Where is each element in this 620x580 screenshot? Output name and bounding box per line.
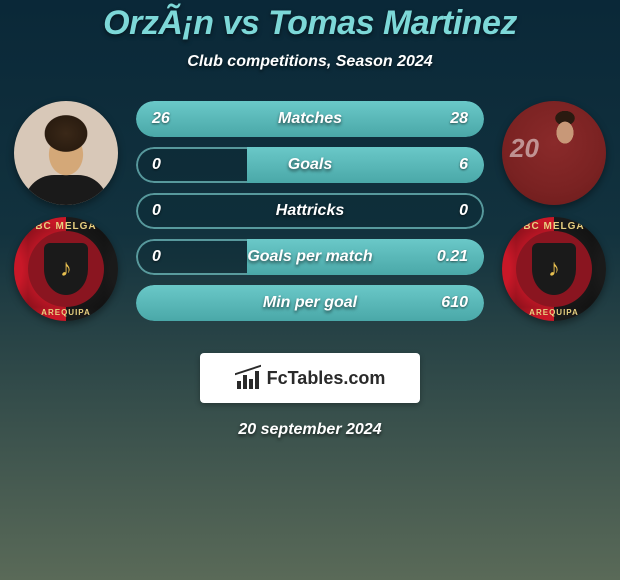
club-emblem-icon: ♪ xyxy=(44,243,88,295)
stat-pills: 26 Matches 28 0 Goals 6 0 Hattricks 0 0 … xyxy=(136,101,484,321)
stat-pill: 0 Hattricks 0 xyxy=(136,193,484,229)
club-name-bottom: AREQUIPA xyxy=(502,308,606,317)
right-column: BC MELGA ♪ AREQUIPA xyxy=(494,101,614,321)
stat-right-value: 6 xyxy=(459,156,468,174)
player2-photo xyxy=(502,101,606,205)
stat-left-value: 0 xyxy=(152,156,161,174)
subtitle: Club competitions, Season 2024 xyxy=(187,53,432,71)
stat-left-value: 0 xyxy=(152,202,161,220)
stat-label: Hattricks xyxy=(276,202,344,220)
player1-club-logo: BC MELGA ♪ AREQUIPA xyxy=(14,217,118,321)
player1-photo xyxy=(14,101,118,205)
page-title: OrzÃ¡n vs Tomas Martinez xyxy=(103,4,517,43)
stat-left-value: 26 xyxy=(152,110,170,128)
left-column: BC MELGA ♪ AREQUIPA xyxy=(6,101,126,321)
stat-pill: 26 Matches 28 xyxy=(136,101,484,137)
date-text: 20 september 2024 xyxy=(238,421,381,439)
stat-label: Min per goal xyxy=(263,294,357,312)
stats-area: BC MELGA ♪ AREQUIPA BC MELGA ♪ AREQUIPA … xyxy=(0,101,620,341)
stat-pill: 0 Goals 6 xyxy=(136,147,484,183)
club-emblem-icon: ♪ xyxy=(532,243,576,295)
stat-right-value: 0 xyxy=(459,202,468,220)
stat-label: Goals xyxy=(288,156,332,174)
player2-club-logo: BC MELGA ♪ AREQUIPA xyxy=(502,217,606,321)
stat-label: Goals per match xyxy=(247,248,372,266)
branding-badge: FcTables.com xyxy=(200,353,420,403)
club-name-top: BC MELGA xyxy=(502,221,606,232)
pill-fill-right xyxy=(247,147,484,183)
club-name-bottom: AREQUIPA xyxy=(14,308,118,317)
stat-right-value: 0.21 xyxy=(437,248,468,266)
content-root: OrzÃ¡n vs Tomas Martinez Club competitio… xyxy=(0,0,620,580)
branding-text: FcTables.com xyxy=(267,368,386,389)
stat-pill: Min per goal 610 xyxy=(136,285,484,321)
chart-icon xyxy=(235,367,261,389)
club-name-top: BC MELGA xyxy=(14,221,118,232)
stat-right-value: 610 xyxy=(441,294,468,312)
stat-right-value: 28 xyxy=(450,110,468,128)
stat-label: Matches xyxy=(278,110,342,128)
stat-pill: 0 Goals per match 0.21 xyxy=(136,239,484,275)
stat-left-value: 0 xyxy=(152,248,161,266)
